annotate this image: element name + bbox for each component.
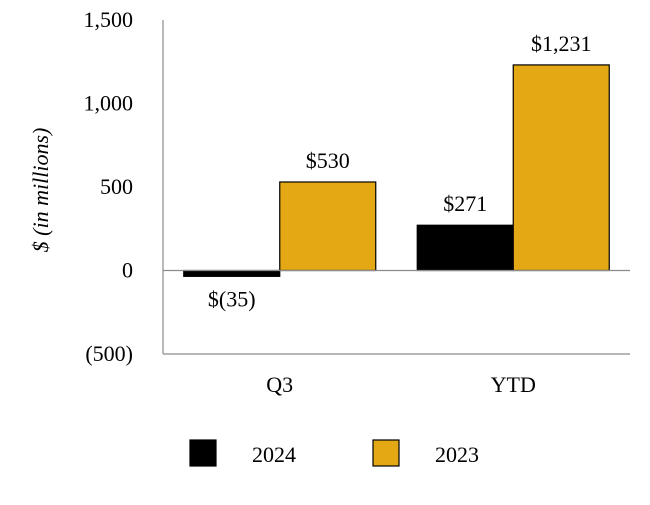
data-label-2024-ytd: $271	[443, 191, 487, 216]
legend-swatch-2023	[372, 439, 400, 467]
legend-swatch-2024	[189, 439, 217, 467]
y-tick-label: 500	[100, 174, 133, 199]
bar-2023-q3	[279, 181, 377, 272]
y-tick-label: (500)	[85, 341, 133, 366]
y-tick-label: 0	[122, 258, 133, 283]
bar-2024-q3	[183, 269, 281, 277]
bars-layer	[183, 64, 610, 277]
data-label-2023-q3: $530	[306, 148, 350, 173]
data-label-2024-q3: $(35)	[208, 287, 256, 312]
bar-2024-ytd	[416, 224, 514, 272]
bar-2023-ytd	[512, 64, 610, 272]
y-tick-label: 1,500	[84, 7, 134, 32]
x-tick-label: YTD	[491, 372, 536, 397]
data-label-2023-ytd: $1,231	[531, 31, 592, 56]
legend-label-2024: 2024	[252, 442, 296, 467]
x-tick-label: Q3	[266, 372, 293, 397]
legend: 2024 2023	[189, 439, 479, 467]
y-tick-label: 1,000	[84, 91, 134, 116]
labels-layer: $(35) $530 $271 $1,231	[208, 31, 592, 312]
legend-label-2023: 2023	[435, 442, 479, 467]
y-axis-title: $ (in millions)	[28, 128, 53, 253]
axes-layer: (500) 0 500 1,000 1,500 Q3 YTD	[84, 7, 630, 397]
